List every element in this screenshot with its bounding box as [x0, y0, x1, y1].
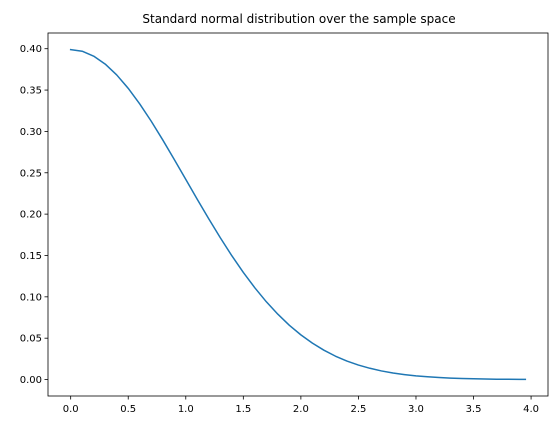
y-tick-label: 0.35	[20, 86, 42, 97]
y-tick-label: 0.20	[20, 210, 42, 221]
x-tick-label: 1.0	[178, 404, 194, 415]
y-tick-label: 0.25	[20, 168, 42, 179]
x-tick-label: 0.5	[120, 404, 136, 415]
chart-title: Standard normal distribution over the sa…	[142, 12, 455, 26]
y-tick-label: 0.00	[20, 375, 42, 386]
x-tick-label: 2.0	[293, 404, 309, 415]
y-tick-label: 0.15	[20, 251, 42, 262]
x-tick-label: 3.0	[408, 404, 424, 415]
y-tick-label: 0.10	[20, 292, 42, 303]
x-tick-label: 4.0	[523, 404, 539, 415]
x-tick-label: 0.0	[63, 404, 79, 415]
x-tick-label: 1.5	[235, 404, 251, 415]
series-line-0	[69, 48, 527, 381]
x-tick-label: 3.5	[466, 404, 482, 415]
y-tick-label: 0.40	[20, 44, 42, 55]
axes-frame	[47, 32, 549, 397]
y-tick-label: 0.05	[20, 334, 42, 345]
y-tick-label: 0.30	[20, 127, 42, 138]
x-tick-label: 2.5	[350, 404, 366, 415]
